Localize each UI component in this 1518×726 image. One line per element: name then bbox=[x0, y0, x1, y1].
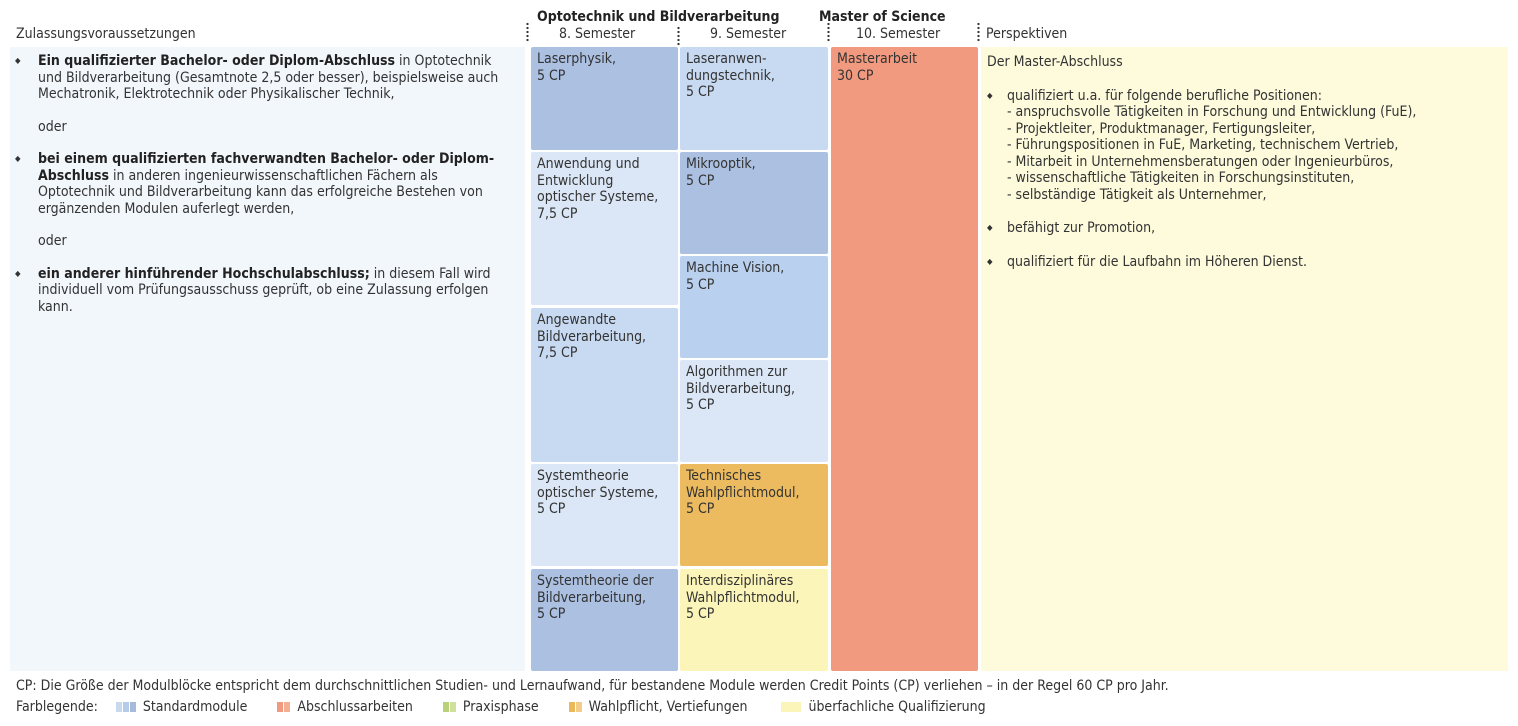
module-cp: 7,5 CP bbox=[537, 205, 578, 222]
module-cp: 5 CP bbox=[686, 276, 715, 293]
admission-item-title: ein anderer hinführender Hochschulabschl… bbox=[38, 265, 370, 282]
module-cp: 7,5 CP bbox=[537, 345, 578, 361]
legend-item: Praxisphase bbox=[442, 699, 539, 715]
position-item: - Führungspositionen in FuE, Marketing, … bbox=[1007, 137, 1399, 153]
perspective-item: qualifiziert u.a. für folgende beruflich… bbox=[987, 88, 1502, 204]
module-name: Anwendung und Entwicklung optischer Syst… bbox=[537, 156, 659, 205]
legend-label: Farblegende: bbox=[16, 699, 98, 715]
module-block: Interdisziplinäres Wahlpflichtmodul, 5 CP bbox=[680, 569, 828, 671]
or-text: oder bbox=[38, 118, 67, 135]
module-block: Systemtheorie der Bildverarbeitung, 5 CP bbox=[531, 569, 678, 671]
column-separator bbox=[677, 26, 680, 46]
admission-panel: Ein qualifizierter Bachelor- oder Diplom… bbox=[10, 47, 525, 671]
legend-item: überfachliche Qualifizierung bbox=[781, 699, 986, 715]
legend-swatch bbox=[277, 699, 291, 715]
module-name: Interdisziplinäres Wahlpflichtmodul, bbox=[686, 573, 800, 606]
module-cp: 5 CP bbox=[686, 172, 715, 189]
position-item: - selbständige Tätigkeit als Unternehmer… bbox=[1007, 186, 1267, 203]
admission-item: ein anderer hinführender Hochschulabschl… bbox=[10, 266, 515, 316]
positions-list: - anspruchsvolle Tätigkeiten in Forschun… bbox=[1007, 104, 1502, 203]
module-name: Laserphysik, bbox=[537, 51, 617, 67]
module-cp: 5 CP bbox=[686, 606, 715, 622]
module-name: Machine Vision, bbox=[686, 260, 785, 276]
module-block: Machine Vision, 5 CP bbox=[680, 256, 828, 358]
position-item: - Mitarbeit in Unternehmensberatungen od… bbox=[1007, 153, 1394, 170]
module-block: Laserphysik, 5 CP bbox=[531, 47, 678, 150]
legend-item: Wahlpflicht, Vertiefungen bbox=[568, 699, 748, 715]
admission-item: bei einem qualifizierten fachverwandten … bbox=[10, 151, 515, 217]
module-name: Laseranwen­dungstechnik, bbox=[686, 51, 775, 84]
module-cp: 5 CP bbox=[537, 67, 566, 84]
position-item: - wissenschaftliche Tätigkeiten in Forsc… bbox=[1007, 170, 1355, 186]
module-cp: 30 CP bbox=[837, 67, 874, 84]
module-name: Algorithmen zur Bildverarbeitung, bbox=[686, 364, 796, 397]
module-block: Laseranwen­dungstechnik, 5 CP bbox=[680, 47, 828, 150]
cp-footnote: CP: Die Größe der Modulblöcke entspricht… bbox=[16, 678, 1169, 694]
legend-text: Wahlpflicht, Vertiefungen bbox=[588, 699, 748, 715]
thesis-block: Masterarbeit 30 CP bbox=[831, 47, 978, 671]
module-block: Systemtheorie optischer Systeme, 5 CP bbox=[531, 464, 678, 566]
header-master: Master of Science bbox=[819, 9, 946, 25]
header-program: Optotechnik und Bildverarbeitung bbox=[537, 9, 780, 25]
legend-swatch bbox=[115, 699, 137, 715]
legend-swatch bbox=[781, 699, 802, 715]
legend-item: Abschlussarbeiten bbox=[277, 699, 413, 715]
perspective-text: qualifiziert für die Laufbahn im Höheren… bbox=[1007, 253, 1307, 270]
legend-items: Standardmodule Abschlussarbeiten Praxispha… bbox=[102, 699, 986, 715]
module-block: Anwendung und Entwicklung optischer Syst… bbox=[531, 152, 678, 305]
perspectives-intro: Der Master-Abschluss bbox=[987, 54, 1123, 70]
module-name: Angewandte Bildverarbeitung, bbox=[537, 312, 647, 345]
module-name: Masterarbeit bbox=[837, 51, 918, 67]
color-legend: Farblegende: Standardmodule Abschlussarbe… bbox=[16, 699, 986, 715]
module-block: Angewandte Bildverarbeitung, 7,5 CP bbox=[531, 308, 678, 462]
perspective-item: qualifiziert für die Laufbahn im Höheren… bbox=[987, 254, 1502, 271]
perspective-text: befähigt zur Promotion, bbox=[1007, 220, 1156, 236]
legend-text: Standardmodule bbox=[142, 699, 248, 715]
perspective-item: befähigt zur Promotion, bbox=[987, 220, 1502, 237]
admission-item-text: in anderen ingenieurwissenschaftlichen F… bbox=[38, 167, 483, 217]
module-cp: 5 CP bbox=[686, 397, 715, 413]
header-sem8: 8. Semester bbox=[559, 26, 636, 42]
admission-item-text: in diesem Fall wird individuell vom Prüf… bbox=[38, 265, 491, 315]
header-sem10: 10. Semester bbox=[856, 26, 941, 42]
legend-text: überfachliche Qualifizierung bbox=[808, 699, 986, 715]
module-cp: 5 CP bbox=[537, 501, 566, 517]
perspective-text: qualifiziert u.a. für folgende beruflich… bbox=[1007, 87, 1322, 104]
module-block: Algorithmen zur Bildverarbeitung, 5 CP bbox=[680, 360, 828, 462]
header-admission: Zulassungsvoraussetzungen bbox=[16, 26, 196, 42]
legend-text: Praxisphase bbox=[462, 699, 539, 715]
admission-item: Ein qualifizierter Bachelor- oder Diplom… bbox=[10, 53, 515, 103]
position-item: - anspruchsvolle Tätigkeiten in Forschun… bbox=[1007, 104, 1417, 120]
module-block: Mikrooptik, 5 CP bbox=[680, 152, 828, 254]
header-perspectives: Perspektiven bbox=[986, 26, 1068, 42]
module-name: Technisches Wahlpflichtmodul, bbox=[686, 468, 800, 501]
module-name: Systemtheorie der Bildverarbeitung, bbox=[537, 573, 654, 606]
module-cp: 5 CP bbox=[537, 606, 566, 622]
column-separator bbox=[827, 22, 830, 42]
module-cp: 5 CP bbox=[686, 501, 715, 517]
admission-item-text: in Opto­technik und Bildverarbeitung (Ge… bbox=[38, 53, 499, 102]
legend-swatch bbox=[568, 699, 583, 715]
header-sem9: 9. Semester bbox=[710, 26, 787, 42]
legend-swatch bbox=[442, 699, 457, 715]
module-block: Technisches Wahlpflichtmodul, 5 CP bbox=[680, 464, 828, 566]
perspectives-panel: Der Master-Abschluss qualifiziert u.a. f… bbox=[981, 47, 1508, 671]
module-name: Systemtheorie optischer Systeme, bbox=[537, 468, 659, 501]
module-name: Mikrooptik, bbox=[686, 156, 756, 172]
admission-item-title: Ein qualifizierter Bachelor- oder Diplom… bbox=[38, 53, 396, 69]
or-text: oder bbox=[38, 233, 67, 249]
column-separator bbox=[526, 22, 529, 42]
position-item: - Projektleiter, Produktmanager, Fertigu… bbox=[1007, 120, 1316, 137]
legend-text: Abschlussarbeiten bbox=[297, 699, 413, 715]
admission-item-title: bei einem qualifizierten fachverwandten … bbox=[38, 151, 495, 184]
module-cp: 5 CP bbox=[686, 84, 715, 100]
column-separator bbox=[977, 22, 980, 42]
legend-item: Standardmodule bbox=[115, 699, 248, 715]
